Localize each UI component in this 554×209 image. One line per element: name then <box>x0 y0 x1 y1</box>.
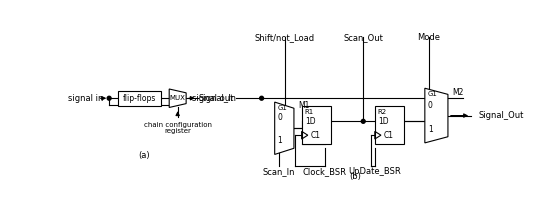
Circle shape <box>260 96 264 100</box>
Text: C1: C1 <box>311 131 321 140</box>
Text: signal out: signal out <box>192 94 233 103</box>
Circle shape <box>361 119 365 123</box>
Text: M2: M2 <box>452 88 463 97</box>
Text: R1: R1 <box>305 109 314 115</box>
Polygon shape <box>425 88 448 143</box>
Text: UpDate_BSR: UpDate_BSR <box>348 167 401 176</box>
Text: (a): (a) <box>138 152 150 161</box>
Bar <box>119 90 162 106</box>
Text: Shift/not_Load: Shift/not_Load <box>255 33 315 42</box>
Text: chain configuration: chain configuration <box>143 122 212 128</box>
Text: G1: G1 <box>428 91 438 97</box>
Polygon shape <box>275 102 294 154</box>
Bar <box>375 106 404 144</box>
Text: Signal_In: Signal_In <box>198 94 236 103</box>
Text: 1D: 1D <box>378 117 389 126</box>
Text: G1: G1 <box>278 105 288 111</box>
Polygon shape <box>169 89 186 107</box>
Bar <box>301 106 331 144</box>
Text: register: register <box>164 128 191 134</box>
Text: MUX: MUX <box>170 95 186 101</box>
Text: Signal_Out: Signal_Out <box>479 111 524 120</box>
Text: signal in: signal in <box>68 94 104 103</box>
Text: Scan_In: Scan_In <box>262 167 295 176</box>
Text: flip-flops: flip-flops <box>123 94 157 103</box>
Text: C1: C1 <box>384 131 394 140</box>
Text: 1: 1 <box>428 125 433 134</box>
Text: M1: M1 <box>298 101 309 110</box>
Text: 0: 0 <box>278 113 283 122</box>
Text: Scan_Out: Scan_Out <box>343 33 383 42</box>
Text: 0: 0 <box>428 101 433 110</box>
Text: Mode: Mode <box>417 33 440 42</box>
Text: 1D: 1D <box>305 117 316 126</box>
Text: 1: 1 <box>278 136 283 145</box>
Text: R2: R2 <box>378 109 387 115</box>
Text: (b): (b) <box>350 172 361 181</box>
Text: Clock_BSR: Clock_BSR <box>302 167 347 176</box>
Circle shape <box>107 96 111 100</box>
